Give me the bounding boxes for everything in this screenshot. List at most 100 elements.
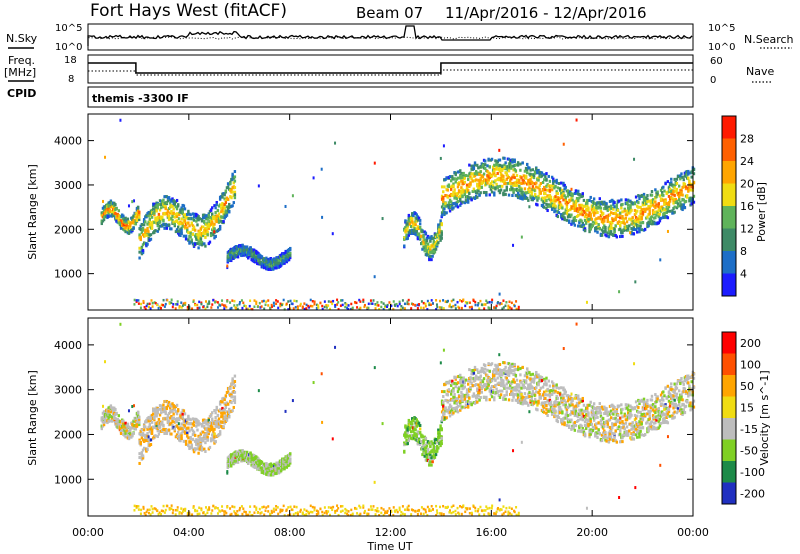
power-cell [231, 174, 234, 178]
freq-trace [88, 62, 693, 74]
velocity-cell [223, 398, 226, 402]
power-cell [557, 181, 561, 185]
velocity-cell [426, 447, 430, 451]
power-cell [513, 188, 516, 192]
power-cell [331, 232, 334, 236]
power-cell [577, 199, 580, 203]
power-cell [456, 300, 459, 304]
power-cell [229, 301, 232, 304]
velocity-cell [194, 433, 197, 437]
power-cell [413, 226, 416, 230]
power-cell [151, 305, 154, 308]
power-cell [640, 217, 643, 221]
power-cell [141, 248, 145, 252]
velocity-cell [179, 425, 182, 429]
power-cell [124, 216, 127, 220]
power-cell [613, 228, 616, 232]
power-cell [176, 204, 180, 208]
power-cell [442, 190, 445, 194]
power-cell [285, 260, 289, 264]
power-cell [436, 244, 439, 248]
power-cell [562, 142, 565, 146]
power-cell [213, 204, 216, 208]
power-cell [545, 199, 548, 203]
velocity-cell [212, 429, 215, 433]
power-cell [205, 300, 208, 303]
power-cell [670, 181, 673, 185]
power-cell [268, 264, 272, 268]
power-cell [411, 303, 414, 306]
power-cell [117, 217, 121, 221]
power-cell [601, 202, 605, 206]
power-cell [531, 181, 535, 185]
power-cell [632, 225, 636, 229]
power-cell [415, 227, 418, 231]
power-cell [452, 304, 455, 308]
power-cell [532, 173, 536, 177]
power-cell [179, 220, 182, 224]
power-cell [283, 259, 286, 263]
power-cell [543, 200, 546, 204]
power-cell [423, 249, 426, 253]
power-cell [468, 306, 471, 309]
velocity-cell [418, 431, 422, 435]
power-cell [536, 198, 539, 202]
velocity-cell [200, 446, 204, 450]
power-cell [136, 205, 140, 209]
power-cell [138, 215, 141, 219]
velocity-cell [140, 451, 144, 455]
power-cell [679, 193, 682, 197]
power-cell [530, 175, 533, 179]
power-cell [418, 225, 422, 229]
power-cell [601, 226, 605, 230]
power-cell [650, 222, 654, 226]
velocity-cell [236, 460, 240, 464]
power-cell [508, 162, 512, 166]
power-cell [454, 171, 457, 175]
power-cell [546, 209, 549, 213]
power-cell [289, 251, 292, 255]
power-cell [460, 186, 463, 190]
power-cell [215, 203, 218, 207]
power-cell [440, 223, 443, 227]
power-cell [406, 229, 409, 233]
power-cell [521, 161, 524, 165]
power-cell [659, 258, 662, 262]
colorbar-swatch [722, 228, 736, 251]
power-cell [253, 260, 257, 264]
power-cell [625, 201, 629, 205]
power-cell [424, 246, 428, 250]
power-cell [230, 188, 233, 192]
velocity-cell [196, 428, 199, 432]
velocity-cell [187, 426, 190, 430]
power-cell [143, 306, 146, 309]
power-cell [528, 166, 531, 170]
nave-trace [88, 69, 693, 76]
power-cell [138, 210, 141, 214]
power-cell [243, 304, 246, 307]
power-cell [147, 214, 150, 218]
power-cell [613, 201, 616, 205]
power-cell [171, 305, 174, 309]
power-cell [196, 306, 199, 310]
power-cell [408, 222, 412, 226]
power-cell [675, 206, 679, 210]
power-cell [221, 195, 224, 199]
power-cell [557, 204, 561, 208]
power-cell [334, 303, 337, 307]
power-cell [690, 202, 693, 206]
power-cell [404, 226, 407, 230]
power-cell [156, 224, 159, 228]
velocity-cell [158, 425, 162, 429]
velocity-cell [424, 449, 428, 453]
power-cell [175, 228, 179, 232]
power-cell [158, 305, 161, 309]
velocity-cell [152, 412, 155, 416]
velocity-cell [428, 463, 431, 467]
power-cell [493, 172, 496, 176]
power-cell [443, 185, 446, 189]
power-cell [588, 230, 591, 234]
power-cell [613, 230, 616, 234]
power-cell [512, 183, 515, 187]
